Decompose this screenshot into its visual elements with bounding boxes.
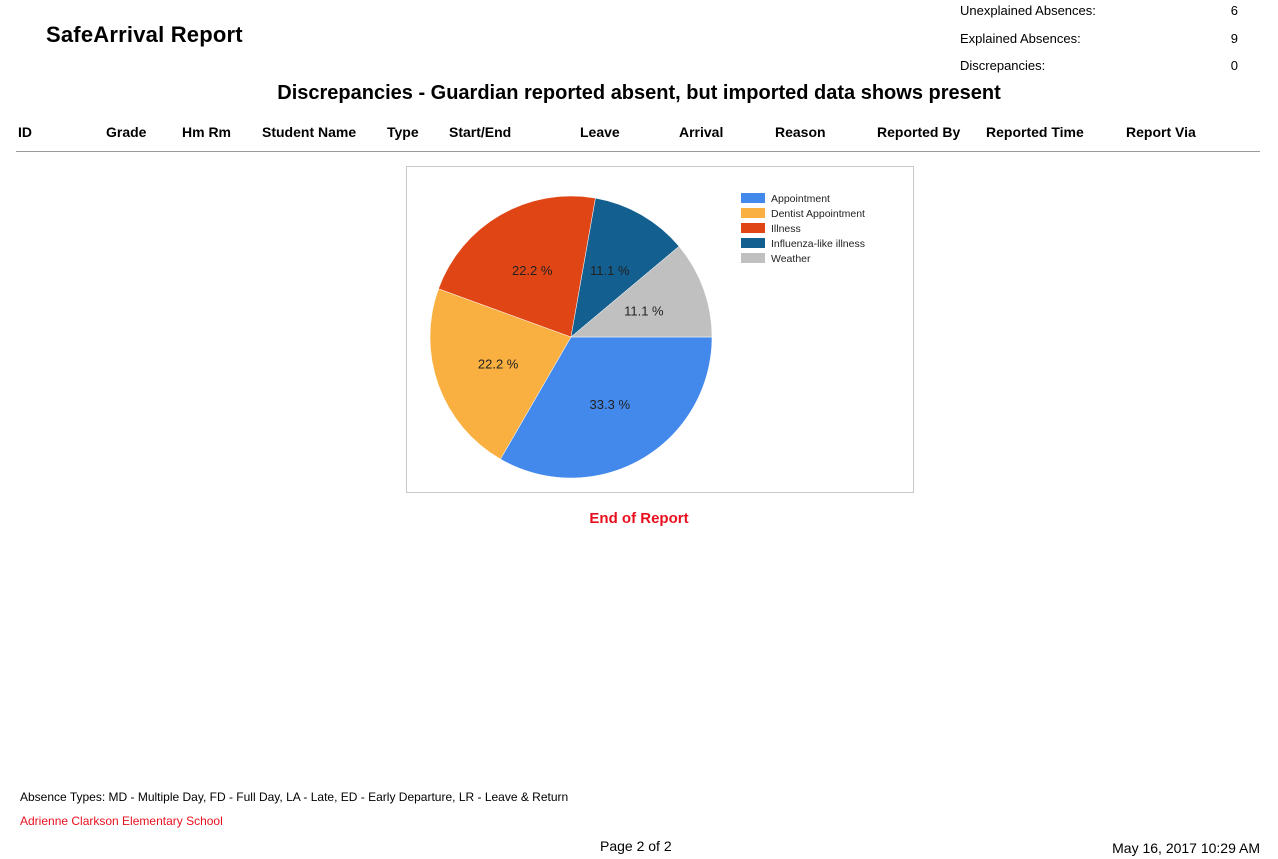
column-header-arrival: Arrival — [679, 124, 724, 140]
summary-row-explained: Explained Absences: 9 — [958, 31, 1238, 51]
summary-label: Explained Absences: — [960, 31, 1081, 46]
page-number: Page 2 of 2 — [600, 838, 672, 854]
pie-label-weather: 11.1 % — [624, 303, 664, 318]
print-date: May 16, 2017 10:29 AM — [1112, 840, 1260, 856]
pie-slice-appointment — [500, 336, 713, 479]
pie-slice-dentist-appointment — [429, 288, 572, 460]
pie-slice-illness — [438, 195, 596, 338]
header-divider — [16, 151, 1260, 152]
summary-value: 6 — [1230, 3, 1238, 18]
summary-value: 9 — [1230, 31, 1238, 46]
pie-label-dentist-appointment: 22.2 % — [478, 357, 519, 372]
column-header-reported-time: Reported Time — [986, 124, 1084, 140]
pie-chart: 33.3 % 22.2 % 22.2 % 11.1 % 11.1 % Appointmen… — [406, 166, 914, 493]
summary-value: 0 — [1230, 58, 1238, 73]
summary-label: Unexplained Absences: — [960, 3, 1096, 18]
summary-row-unexplained: Unexplained Absences: 6 — [958, 3, 1238, 23]
column-header-reason: Reason — [775, 124, 826, 140]
section-title: Discrepancies - Guardian reported absent… — [277, 82, 1001, 104]
column-header-start-end: Start/End — [449, 124, 512, 140]
pie-chart-svg: 33.3 % 22.2 % 22.2 % 11.1 % 11.1 % Appointmen… — [429, 193, 865, 479]
end-of-report: End of Report — [589, 510, 689, 527]
legend-label-dentist-appointment: Dentist Appointment — [771, 208, 865, 220]
column-header-type: Type — [387, 124, 419, 140]
column-header-hm-rm: Hm Rm — [182, 124, 232, 140]
legend-label-weather: Weather — [771, 253, 811, 265]
legend-swatch-influenza-like-illness — [741, 238, 765, 248]
legend-swatch-illness — [741, 223, 765, 233]
pie-slice-weather — [570, 246, 713, 338]
summary-label: Discrepancies: — [960, 58, 1046, 73]
summary-row-discrepancies: Discrepancies: 0 — [958, 58, 1238, 78]
school-name: Adrienne Clarkson Elementary School — [20, 814, 223, 828]
pie-label-appointment: 33.3 % — [590, 397, 631, 412]
pie-slice-influenza-like-illness — [570, 197, 680, 338]
absence-types-note: Absence Types: MD - Multiple Day, FD - F… — [20, 790, 569, 804]
column-header-reported-by: Reported By — [877, 124, 961, 140]
legend-label-appointment: Appointment — [771, 193, 830, 205]
column-header-leave: Leave — [580, 124, 620, 140]
pie-label-illness: 22.2 % — [512, 263, 553, 278]
column-header-report-via: Report Via — [1126, 124, 1196, 140]
legend-swatch-weather — [741, 253, 765, 263]
legend-label-illness: Illness — [771, 223, 801, 235]
column-header-grade: Grade — [106, 124, 147, 140]
column-header-student-name: Student Name — [262, 124, 357, 140]
legend-swatch-dentist-appointment — [741, 208, 765, 218]
column-header-id: ID — [18, 124, 32, 140]
legend-swatch-appointment — [741, 193, 765, 203]
report-title: SafeArrival Report — [46, 22, 243, 47]
pie-label-influenza-like-illness: 11.1 % — [590, 263, 630, 278]
legend-label-influenza-like-illness: Influenza-like illness — [771, 238, 865, 250]
